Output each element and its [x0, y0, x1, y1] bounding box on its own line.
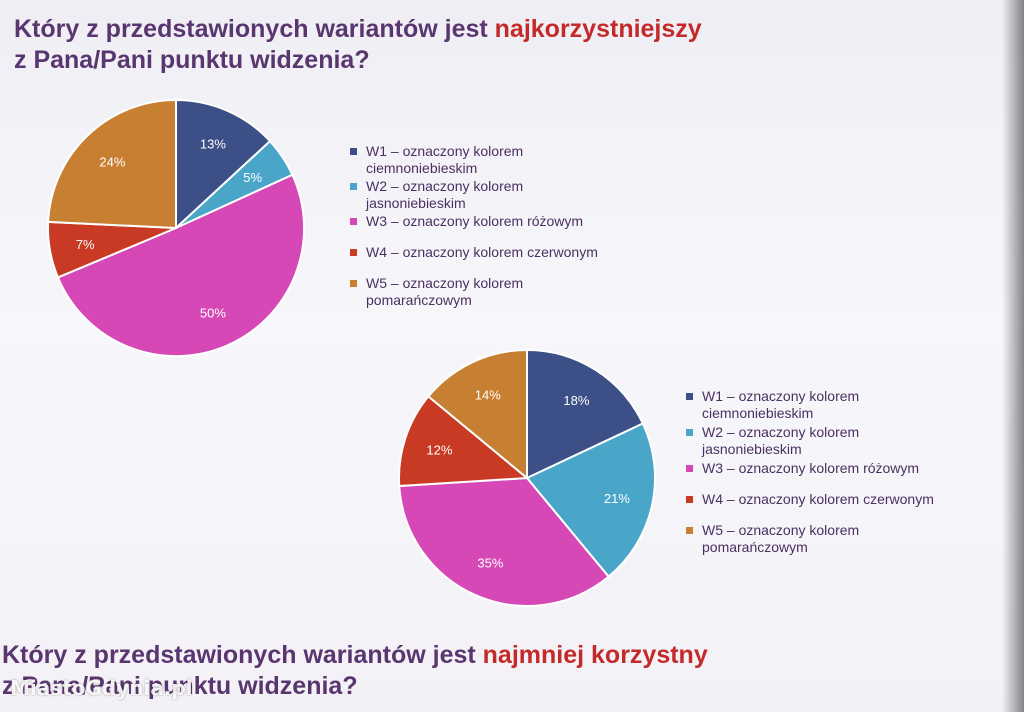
- legend-label: W5 – oznaczony kolorem: [366, 275, 524, 291]
- pie-slice-w3: [398, 476, 610, 607]
- pie-slice-w5: [426, 348, 528, 481]
- legend-label: W2 – oznaczony kolorem: [702, 424, 860, 440]
- legend-label: W2 – oznaczony kolorem: [366, 178, 524, 194]
- legend-item-w3: W3 – oznaczony kolorem różowym: [350, 213, 680, 230]
- pie-chart-2: 18% 21% 35% 12% 14%: [397, 348, 657, 607]
- legend-label: W5 – oznaczony kolorem: [702, 522, 860, 538]
- legend-swatch-w5: [686, 527, 693, 534]
- legend-label-cont: jasnoniebieskim: [702, 441, 802, 457]
- legend-item-w1: W1 – oznaczony kolorem ciemnoniebieskim: [350, 143, 680, 177]
- legend-item-w4: W4 – oznaczony kolorem czerwonym: [350, 244, 680, 261]
- legend-swatch-w1: [686, 393, 693, 400]
- legend-swatch-w1: [350, 148, 357, 155]
- legend-label: W4 – oznaczony kolorem czerwonym: [366, 244, 598, 260]
- pie-slice-w1: [175, 98, 272, 231]
- legend-label-cont: pomarańczowym: [702, 539, 808, 555]
- title-text: Który z przedstawionych wariantów jest: [14, 15, 495, 43]
- pie-slice-w3: [56, 173, 306, 358]
- title-highlight: najmniej korzystny: [482, 641, 708, 669]
- legend-chart-2: W1 – oznaczony kolorem ciemnoniebieskim W…: [686, 388, 1016, 558]
- slice-label-w3: 50%: [200, 305, 226, 320]
- slice-label-w5: 14%: [475, 388, 501, 403]
- slice-label-w1: 18%: [563, 393, 589, 408]
- legend-label: W1 – oznaczony kolorem: [702, 388, 860, 404]
- legend-item-w5: W5 – oznaczony kolorem pomarańczowym: [350, 275, 680, 309]
- legend-chart-1: W1 – oznaczony kolorem ciemnoniebieskim W…: [350, 143, 680, 310]
- slice-label-w4: 7%: [76, 237, 95, 252]
- title-line-2: z Pana/Pani punktu widzenia?: [14, 46, 370, 74]
- legend-label-cont: jasnoniebieskim: [366, 195, 466, 211]
- question-title-most-favorable: Który z przedstawionych wariantów jest n…: [14, 14, 814, 76]
- pie-slice-w1: [526, 348, 645, 480]
- legend-swatch-w3: [350, 218, 357, 225]
- legend-label-cont: ciemnoniebieskim: [702, 405, 814, 421]
- legend-label: W3 – oznaczony kolorem różowym: [702, 460, 920, 476]
- pie-slice-w5: [47, 98, 177, 230]
- legend-label: W4 – oznaczony kolorem czerwonym: [702, 491, 934, 507]
- title-line-2: z Pana/Pani punktu widzenia?: [2, 672, 358, 700]
- slice-label-w1: 13%: [200, 137, 226, 152]
- watermark-logo: MiastoGdynia.pl: [10, 676, 193, 700]
- slice-label-w3: 35%: [477, 556, 503, 571]
- legend-item-w5: W5 – oznaczony kolorem pomarańczowym: [686, 522, 1016, 556]
- legend-swatch-w4: [350, 249, 357, 256]
- legend-item-w3: W3 – oznaczony kolorem różowym: [686, 460, 1016, 477]
- legend-label: W1 – oznaczony kolorem: [366, 143, 524, 159]
- pie-slice-w4: [397, 395, 530, 488]
- legend-swatch-w3: [686, 465, 693, 472]
- projector-screen-edge: [1002, 0, 1024, 712]
- slice-label-w4: 12%: [426, 443, 452, 458]
- pie-slice-w2: [525, 422, 657, 579]
- legend-label-cont: pomarańczowym: [366, 292, 472, 308]
- title-highlight: najkorzystniejszy: [494, 15, 702, 43]
- legend-swatch-w2: [686, 429, 693, 436]
- slice-label-w5: 24%: [99, 154, 125, 169]
- legend-item-w4: W4 – oznaczony kolorem czerwonym: [686, 491, 1016, 508]
- legend-label: W3 – oznaczony kolorem różowym: [366, 213, 584, 229]
- legend-swatch-w4: [686, 496, 693, 503]
- legend-swatch-w2: [350, 183, 357, 190]
- legend-item-w2: W2 – oznaczony kolorem jasnoniebieskim: [686, 424, 1016, 458]
- pie-chart-1: 13% 5% 50% 7% 24%: [47, 98, 306, 358]
- legend-swatch-w5: [350, 280, 357, 287]
- legend-label-cont: ciemnoniebieskim: [366, 160, 478, 176]
- legend-item-w1: W1 – oznaczony kolorem ciemnoniebieskim: [686, 388, 1016, 422]
- title-text: Który z przedstawionych wariantów jest: [2, 641, 483, 669]
- question-title-least-favorable: Który z przedstawionych wariantów jest n…: [2, 640, 922, 702]
- slice-label-w2: 5%: [243, 170, 262, 185]
- slice-label-w2: 21%: [604, 491, 630, 506]
- legend-item-w2: W2 – oznaczony kolorem jasnoniebieskim: [350, 178, 680, 212]
